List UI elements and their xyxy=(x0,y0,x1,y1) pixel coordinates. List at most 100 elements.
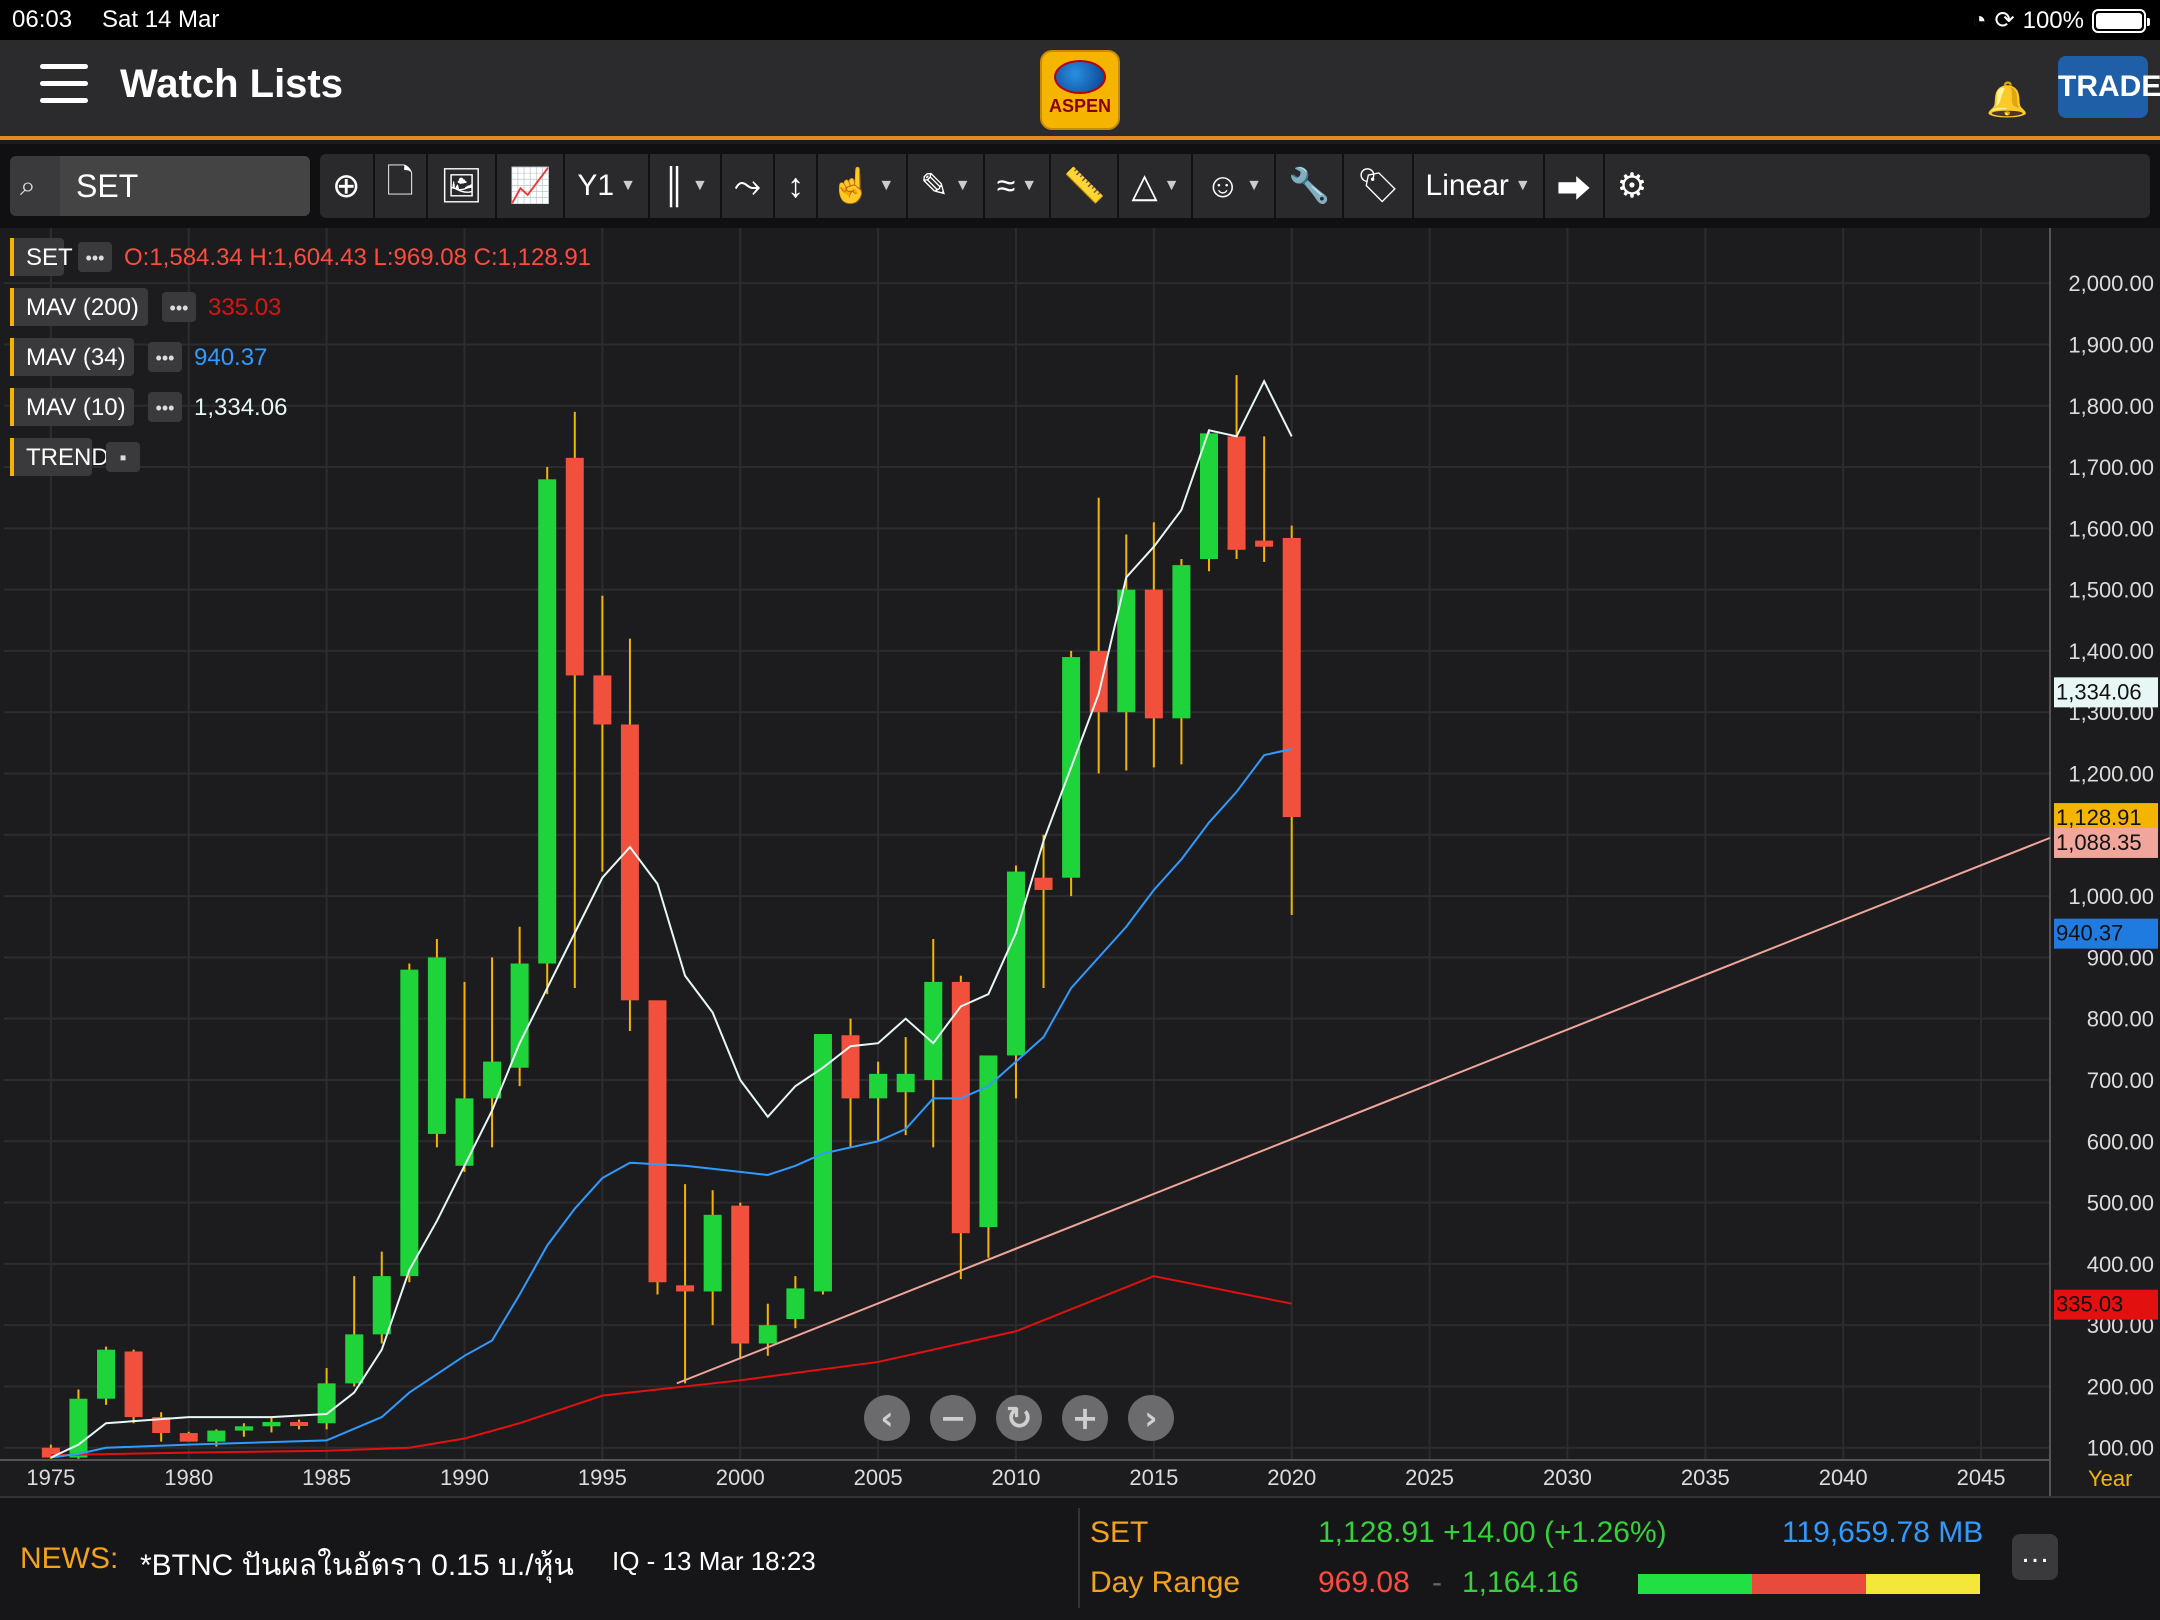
more-dots-icon xyxy=(148,342,182,372)
aspen-logo: ASPEN xyxy=(1040,50,1120,130)
range-dash: - xyxy=(1432,1566,1442,1599)
candle xyxy=(262,1417,281,1433)
y-tick-label: 1,200.00 xyxy=(2068,762,2154,787)
y-tick-label: 1,900.00 xyxy=(2068,332,2154,357)
logo-text: ASPEN xyxy=(1048,96,1111,116)
news-headline[interactable]: *BTNC ปันผลในอัตรา 0.15 บ./หุ้น xyxy=(140,1549,574,1582)
share-icon[interactable]: ⮕ xyxy=(1545,154,1605,218)
trade-button[interactable]: TRADE xyxy=(2058,56,2160,118)
chart-toolbar: ⌕ SET ⊕ 🗋 🖼 📈 Y1 ▼ ║ ▼ ⤳ ↕ ☝ ▼ ✎ ▼ ≈ ▼ 📏 △ ▼ ☺… xyxy=(0,144,2160,228)
candle xyxy=(97,1346,116,1405)
emoji-icon[interactable]: ☺ ▼ xyxy=(1193,154,1276,218)
reset-icon[interactable]: ↻ xyxy=(996,1395,1042,1441)
status-bar: 06:03 Sat 14 Mar ◔ ⟳ 100% xyxy=(0,0,2160,40)
candle-body xyxy=(400,969,419,1277)
candle-body xyxy=(455,1098,474,1166)
indicator-icon[interactable]: ⤳ xyxy=(722,154,776,218)
nav-button-circle xyxy=(996,1395,1042,1441)
price-label: 1,088.35 xyxy=(2054,827,2158,858)
candle xyxy=(1282,525,1301,916)
pencil-icon[interactable]: ✎ ▼ xyxy=(908,154,985,218)
nav-button-circle xyxy=(864,1395,910,1441)
symbol-search[interactable]: ⌕ SET xyxy=(10,156,310,216)
menu-icon[interactable] xyxy=(40,64,88,104)
chart-area[interactable]: 100.00 200.00 300.00 400.00 500.00 600.00 700.… xyxy=(0,228,2160,1496)
day-range-label: Day Range xyxy=(1090,1566,1241,1599)
candle-body xyxy=(179,1433,198,1442)
legend-button-glyph: ••• xyxy=(86,248,105,268)
bell-icon[interactable]: 🔔 xyxy=(1986,81,2029,119)
x-tick-label: 2035 xyxy=(1681,1465,1730,1490)
search-input[interactable]: SET xyxy=(60,156,310,216)
chevron-left-icon[interactable]: ‹ xyxy=(864,1395,910,1441)
zoom-out-icon[interactable]: − xyxy=(930,1395,976,1441)
layouts-icon[interactable]: 🖼 xyxy=(428,154,498,218)
y-tick-label: 700.00 xyxy=(2087,1068,2154,1093)
chevron-down-icon: ▼ xyxy=(878,177,895,194)
zoom-in-icon[interactable]: + xyxy=(1062,1395,1108,1441)
legend-accent xyxy=(10,238,14,276)
candle xyxy=(731,1202,750,1359)
price-label-text: 1,334.06 xyxy=(2056,679,2142,704)
candle-body xyxy=(593,675,612,725)
divider xyxy=(1078,1508,1080,1608)
more-dots-icon xyxy=(148,392,182,422)
tag-icon[interactable]: 🏷 xyxy=(1344,154,1414,218)
settings-gear-icon[interactable]: ⚙ xyxy=(1616,167,1648,205)
candle-body xyxy=(620,724,639,1001)
candle xyxy=(979,1055,998,1258)
wrench-icon[interactable]: 🔧 xyxy=(1276,154,1345,218)
price-label-text: 1,088.35 xyxy=(2056,830,2142,855)
series-line xyxy=(50,1275,1292,1457)
x-axis-label: Year xyxy=(2088,1466,2132,1491)
nav-button-glyph: › xyxy=(1144,1399,1157,1437)
candle-body xyxy=(207,1430,226,1442)
price-chart[interactable]: 100.00200.00300.00400.00500.00600.00700.… xyxy=(0,228,2160,1496)
studies-icon[interactable]: ↕ xyxy=(775,154,819,218)
candle xyxy=(1034,834,1053,989)
candle xyxy=(483,957,502,1148)
chevron-down-icon: ▼ xyxy=(1021,177,1038,194)
candle xyxy=(152,1412,171,1442)
candle-body xyxy=(290,1421,309,1426)
chevron-right-icon[interactable]: › xyxy=(1128,1395,1174,1441)
chevron-down-icon: ▼ xyxy=(1163,177,1180,194)
candle-body xyxy=(951,981,970,1234)
legend-value: 1,334.06 xyxy=(194,394,287,421)
candle xyxy=(676,1184,695,1384)
ruler-icon[interactable]: 📏 xyxy=(1051,154,1120,218)
legend-accent xyxy=(10,438,14,476)
candle-body xyxy=(1006,871,1025,1056)
candle-body xyxy=(372,1276,391,1335)
pointer-icon[interactable]: ☝ ▼ xyxy=(818,154,909,218)
nav-bar: Watch Lists ASPEN 🔔 TRADE xyxy=(0,40,2160,140)
legend-button-glyph: ••• xyxy=(156,348,175,368)
status-date: Sat 14 Mar xyxy=(102,6,220,33)
scale-selector[interactable]: Linear ▼ xyxy=(1414,154,1545,218)
add-icon[interactable]: ⊕ xyxy=(320,154,375,218)
y-tick-label: 1,800.00 xyxy=(2068,394,2154,419)
y-tick-label: 1,600.00 xyxy=(2068,516,2154,541)
compare-chart-icon[interactable]: 📈 xyxy=(497,154,566,218)
wave-icon[interactable]: ≈ ▼ xyxy=(985,154,1052,218)
x-tick-label: 1985 xyxy=(302,1465,351,1490)
candle-body xyxy=(234,1426,253,1431)
chevron-down-icon: ▼ xyxy=(954,177,971,194)
candle-body xyxy=(1282,537,1301,818)
x-tick-label: 2040 xyxy=(1819,1465,1868,1490)
candle-body xyxy=(979,1055,998,1228)
candle-body xyxy=(648,1000,667,1283)
candle xyxy=(1199,430,1218,572)
nav-button-circle xyxy=(930,1395,976,1441)
trash-icon xyxy=(106,442,140,472)
period-selector[interactable]: Y1 ▼ xyxy=(565,154,650,218)
candle-body xyxy=(41,1447,60,1458)
legend-row: MAV (200) ••• 335.03 xyxy=(10,288,281,326)
new-document-icon[interactable]: 🗋 xyxy=(375,154,428,218)
more-options-button[interactable]: … xyxy=(2012,1534,2058,1580)
x-tick-label: 1990 xyxy=(440,1465,489,1490)
candle-body xyxy=(97,1349,116,1399)
shapes-icon[interactable]: △ ▼ xyxy=(1119,154,1194,218)
chart-type-icon[interactable]: ║ ▼ xyxy=(650,154,722,218)
candle xyxy=(538,467,557,995)
